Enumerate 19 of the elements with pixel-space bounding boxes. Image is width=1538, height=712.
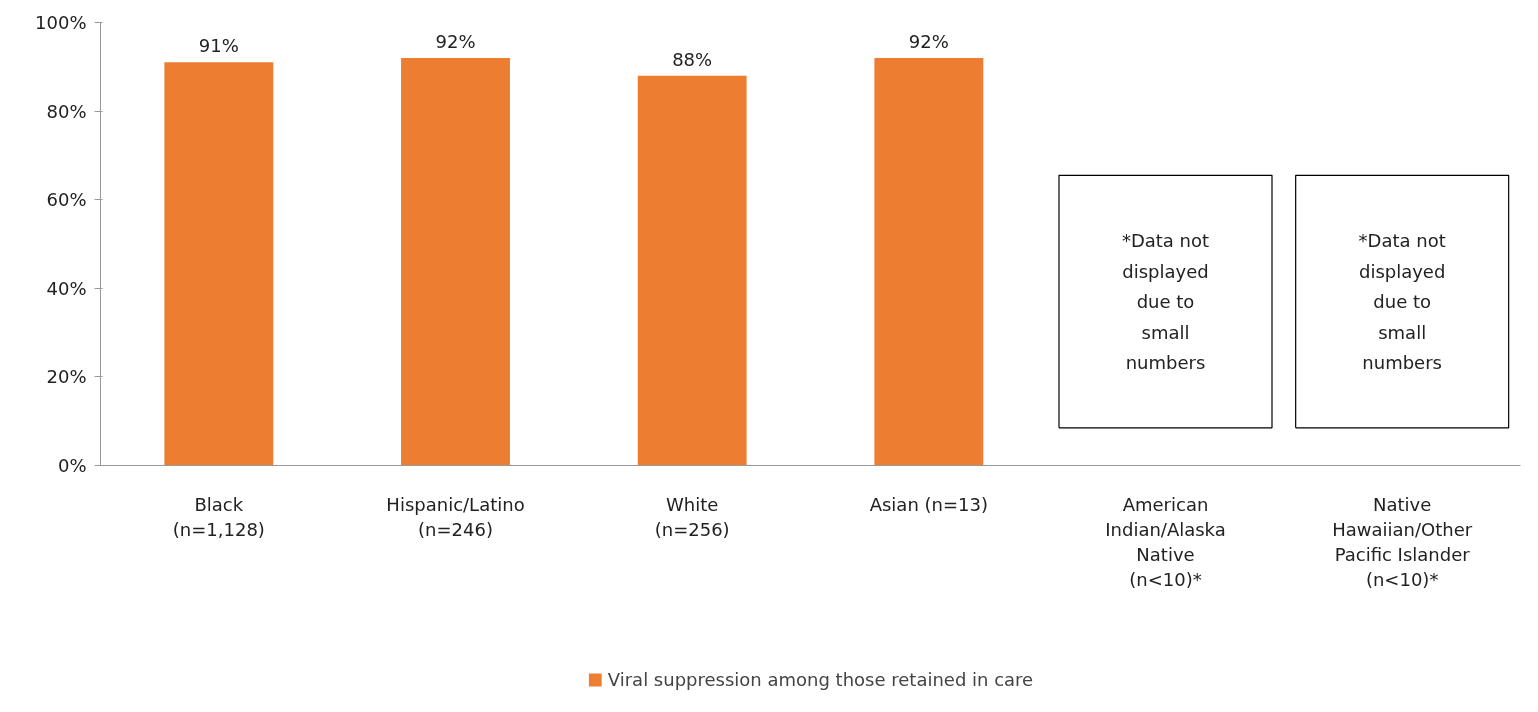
x-tick-label: Native Hawaiian/Other Pacific Islander (n<10)*	[1332, 493, 1473, 591]
text: 92%	[908, 30, 949, 52]
text: 88%	[672, 48, 713, 70]
x-tick-label: White (n=256)	[654, 493, 730, 540]
text: 92%	[435, 30, 476, 52]
text: 91%	[198, 35, 239, 57]
y-tick-label: 80%	[46, 100, 87, 122]
x-tick-label: Hispanic/Latino (n=246)	[386, 493, 525, 540]
y-tick-label: 0%	[57, 455, 87, 476]
y-tick-label: 100%	[35, 12, 87, 33]
y-tick-label: 40%	[46, 277, 87, 299]
annotation: *Data not displayed due to small numbers	[1121, 230, 1210, 373]
y-tick-label: 60%	[46, 189, 87, 211]
x-tick-label: Black (n=1,128)	[172, 493, 265, 540]
x-tick-label: American Indian/Alaska Native (n<10)*	[1105, 493, 1226, 591]
y-tick-label: 20%	[46, 366, 87, 388]
annotation: *Data not displayed due to small numbers	[1358, 230, 1446, 373]
legend-label: Viral suppression among those retained in care	[607, 668, 1034, 690]
x-tick-label: Asian (n=13)	[869, 493, 988, 515]
